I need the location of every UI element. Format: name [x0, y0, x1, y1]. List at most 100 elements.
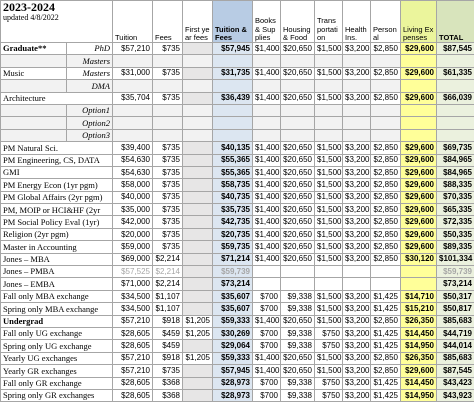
value-cell: $30,120 [400, 252, 437, 267]
row-label: Graduate** [0, 41, 67, 56]
value-cell: $20,650 [280, 314, 315, 329]
value-cell: $29,600 [400, 240, 437, 254]
empty-cell [370, 79, 401, 93]
empty-cell [182, 302, 213, 316]
row-label: GMI [0, 165, 113, 180]
value-cell: $1,500 [314, 141, 343, 155]
value-cell: $1,500 [314, 364, 343, 378]
row-label: PM Social Policy Eval (1yr) [0, 215, 113, 229]
value-cell: $1,400 [252, 252, 281, 267]
table-row: Fall only GR exchange $28,605 $368 $28,973 $… [0, 376, 474, 390]
empty-cell [112, 116, 153, 130]
value-cell: $26,350 [400, 314, 437, 329]
value-cell: $84,965 [436, 153, 474, 167]
value-cell: $40,135 [212, 141, 253, 155]
table-row: Jones – EMBA $71,000 $2,214 $73,214 $73,214 [0, 277, 474, 291]
degree-label: Option2 [66, 116, 113, 130]
table-row: PM Global Affairs (2yr pgm) $40,000 $735 $4… [0, 190, 474, 205]
value-cell: $59,333 [212, 314, 253, 329]
value-cell: $69,000 [112, 252, 153, 267]
column-header: Transportation [314, 0, 343, 43]
value-cell: $368 [152, 388, 183, 403]
value-cell: $28,973 [212, 376, 253, 390]
value-cell: $1,500 [314, 252, 343, 267]
column-header: Housing & Food [280, 0, 315, 43]
value-cell: $59,739 [212, 265, 253, 279]
row-label: Music [0, 66, 67, 81]
value-cell: $14,450 [400, 326, 437, 341]
empty-cell [314, 103, 343, 118]
value-cell: $1,400 [252, 203, 281, 217]
value-cell: $9,338 [280, 326, 315, 341]
value-cell: $2,850 [370, 351, 401, 366]
value-cell: $1,400 [252, 227, 281, 242]
value-cell: $59,000 [112, 240, 153, 254]
value-cell: $14,950 [400, 339, 437, 353]
value-cell: $700 [252, 376, 281, 390]
value-cell: $735 [152, 178, 183, 192]
value-cell: $29,600 [400, 41, 437, 56]
empty-cell [342, 79, 371, 93]
column-header: Books & Supplies [252, 0, 281, 43]
sheet-title: 2023-2024 [3, 0, 55, 14]
value-cell: $20,650 [280, 252, 315, 267]
empty-cell [212, 103, 253, 118]
table-row: Option3 [0, 128, 474, 143]
value-cell: $20,650 [280, 227, 315, 242]
value-cell: $55,365 [212, 165, 253, 180]
empty-cell [342, 103, 371, 118]
row-label: Master in Accounting [0, 240, 113, 254]
value-cell: $89,335 [436, 240, 474, 254]
value-cell: $2,214 [152, 277, 183, 291]
column-header: Tuition [112, 0, 153, 43]
table-row: Yearly GR exchanges $57,210 $735 $57,945 $1,… [0, 364, 474, 378]
column-header: TOTAL [436, 0, 474, 43]
value-cell: $29,600 [400, 227, 437, 242]
empty-cell [212, 116, 253, 130]
empty-cell [182, 227, 213, 242]
value-cell: $87,545 [436, 41, 474, 56]
value-cell: $735 [152, 240, 183, 254]
empty-cell [112, 103, 153, 118]
row-label: Jones – MBA [0, 252, 113, 267]
row-label: PM Global Affairs (2yr pgm) [0, 190, 113, 205]
value-cell: $20,650 [280, 190, 315, 205]
table-row: Architecture $35,704 $735 $36,439 $1,400 $20,… [0, 91, 474, 105]
value-cell: $50,817 [436, 302, 474, 316]
value-cell: $700 [252, 302, 281, 316]
value-cell: $1,500 [314, 240, 343, 254]
empty-cell [314, 116, 343, 130]
value-cell: $1,500 [314, 227, 343, 242]
empty-cell [182, 203, 213, 217]
empty-cell [252, 265, 281, 279]
value-cell: $750 [314, 388, 343, 403]
value-cell: $34,500 [112, 302, 153, 316]
value-cell: $9,338 [280, 388, 315, 403]
table-row: Graduate** PhD $57,210 $735 $57,945 $1,400 $20… [0, 41, 474, 56]
empty-cell [212, 54, 253, 68]
value-cell: $34,500 [112, 289, 153, 304]
value-cell: $50,317 [436, 289, 474, 304]
value-cell: $1,400 [252, 215, 281, 229]
table-row: PM Social Policy Eval (1yr) $42,000 $735 $4… [0, 215, 474, 229]
value-cell: $61,335 [436, 66, 474, 81]
value-cell: $26,350 [400, 351, 437, 366]
value-cell: $1,400 [252, 190, 281, 205]
value-cell: $9,338 [280, 339, 315, 353]
empty-cell [152, 103, 183, 118]
empty-cell [182, 265, 213, 279]
value-cell: $58,000 [112, 178, 153, 192]
empty-cell [182, 277, 213, 291]
value-cell: $28,605 [112, 388, 153, 403]
value-cell: $2,850 [370, 252, 401, 267]
value-cell: $1,205 [182, 326, 213, 341]
empty-cell [112, 128, 153, 143]
empty-cell [370, 103, 401, 118]
value-cell: $20,650 [280, 215, 315, 229]
value-cell: $2,850 [370, 203, 401, 217]
empty-cell [280, 103, 315, 118]
empty-cell [182, 41, 213, 56]
empty-cell [370, 265, 401, 279]
value-cell: $70,335 [436, 190, 474, 205]
value-cell: $3,200 [342, 240, 371, 254]
